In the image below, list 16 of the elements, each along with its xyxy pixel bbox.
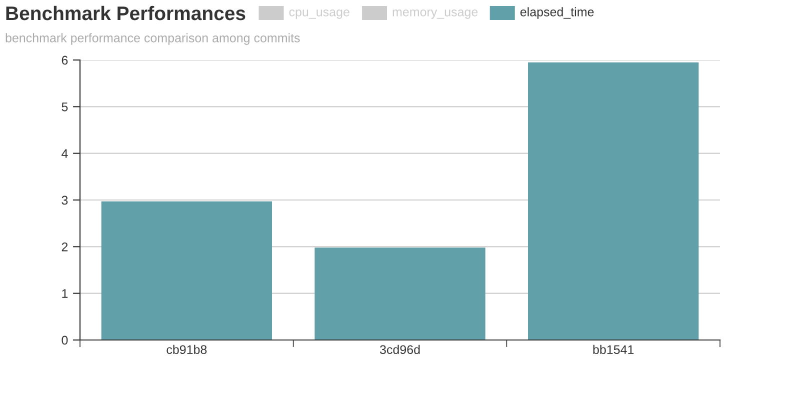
y-tick-label: 1 xyxy=(62,289,68,298)
legend-label: elapsed_time xyxy=(520,7,594,19)
y-tick-label: 6 xyxy=(62,56,68,65)
x-tick-label: cb91b8 xyxy=(166,344,207,354)
y-tick-label: 0 xyxy=(62,336,68,345)
y-tick-label: 4 xyxy=(62,149,68,158)
chart-subtitle: benchmark performance comparison among commits xyxy=(6,33,300,45)
x-tick-label: bb1541 xyxy=(593,344,634,354)
chart-title: Benchmark Performances xyxy=(6,6,246,20)
bar xyxy=(528,62,699,340)
y-tick-label: 5 xyxy=(62,102,68,112)
bar xyxy=(314,248,486,340)
y-tick-label: 3 xyxy=(62,196,68,205)
x-tick-label: 3cd96d xyxy=(380,344,420,354)
y-tick-label: 2 xyxy=(62,242,68,252)
bar xyxy=(101,201,272,340)
